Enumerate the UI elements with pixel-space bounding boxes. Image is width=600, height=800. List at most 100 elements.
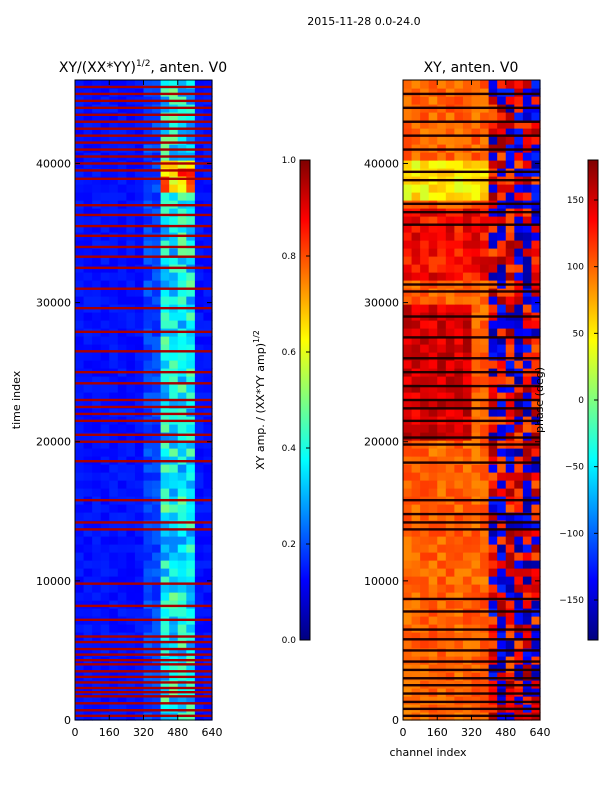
heatmap-cell xyxy=(454,296,464,305)
heatmap-cell xyxy=(505,480,515,489)
heatmap-cell xyxy=(497,272,507,281)
heatmap-cell xyxy=(403,472,413,481)
heatmap-cell xyxy=(152,256,162,265)
heatmap-cell xyxy=(169,488,179,497)
heatmap-cell xyxy=(100,184,110,193)
heatmap-cell xyxy=(428,336,438,345)
heatmap-cell xyxy=(109,344,119,353)
heatmap-cell xyxy=(428,448,438,457)
heatmap-cell xyxy=(160,464,170,473)
heatmap-cell xyxy=(505,648,515,657)
heatmap-cell xyxy=(514,160,524,169)
heatmap-cell xyxy=(109,576,119,585)
heatmap-cell xyxy=(488,96,498,105)
heatmap-cell xyxy=(177,704,187,713)
heatmap-cell xyxy=(471,304,481,313)
heatmap-cell xyxy=(522,344,533,353)
heatmap-cell xyxy=(471,464,481,473)
heatmap-cell xyxy=(186,376,196,385)
heatmap-cell xyxy=(126,112,136,121)
heatmap-cell xyxy=(169,184,179,193)
heatmap-cell xyxy=(514,144,524,153)
heatmap-cell xyxy=(403,696,413,705)
heatmap-cell xyxy=(169,640,179,649)
heatmap-cell xyxy=(75,128,85,137)
heatmap-cell xyxy=(143,336,153,345)
heatmap-cell xyxy=(177,464,187,473)
heatmap-cell xyxy=(531,544,541,553)
heatmap-cell xyxy=(437,232,447,241)
heatmap-cell xyxy=(152,88,162,97)
heatmap-cell xyxy=(160,544,170,553)
heatmap-cell xyxy=(462,624,473,633)
heatmap-cell xyxy=(411,120,421,129)
heatmap-cell xyxy=(403,144,413,153)
heatmap-cell xyxy=(505,560,515,569)
heatmap-cell xyxy=(117,280,127,289)
heatmap-cell xyxy=(445,248,455,257)
heatmap-cell xyxy=(411,472,421,481)
heatmap-cell xyxy=(497,408,507,417)
heatmap-cell xyxy=(126,696,136,705)
heatmap-cell xyxy=(83,408,93,417)
heatmap-cell xyxy=(514,592,524,601)
heatmap-cell xyxy=(505,512,515,521)
heatmap-cell xyxy=(75,392,85,401)
heatmap-cell xyxy=(488,184,498,193)
heatmap-cell xyxy=(497,632,507,641)
heatmap-cell xyxy=(497,184,507,193)
heatmap-cell xyxy=(169,544,179,553)
heatmap-cell xyxy=(75,480,85,489)
x-tick-label: 480 xyxy=(167,726,188,739)
heatmap-cell xyxy=(160,360,170,369)
heatmap-cell xyxy=(505,504,515,513)
heatmap-cell xyxy=(522,456,533,465)
heatmap-cell xyxy=(152,592,162,601)
heatmap-cell xyxy=(522,432,533,441)
heatmap-cell xyxy=(420,488,430,497)
heatmap-cell xyxy=(454,448,464,457)
heatmap-cell xyxy=(177,176,187,185)
heatmap-cell xyxy=(428,136,438,145)
heatmap-cell xyxy=(514,344,524,353)
heatmap-cell xyxy=(126,560,136,569)
heatmap-cell xyxy=(488,304,498,313)
heatmap-cell xyxy=(522,80,533,89)
heatmap-cell xyxy=(100,552,110,561)
flagged-row xyxy=(75,382,212,385)
flagged-row xyxy=(75,663,212,666)
flagged-row xyxy=(75,127,212,130)
heatmap-cell xyxy=(480,296,490,305)
heatmap-cell xyxy=(488,352,498,361)
heatmap-cell xyxy=(420,512,430,521)
heatmap-cell xyxy=(428,360,438,369)
heatmap-cell xyxy=(194,112,205,121)
heatmap-cell xyxy=(471,256,481,265)
heatmap-cell xyxy=(403,376,413,385)
heatmap-cell xyxy=(83,448,93,457)
heatmap-cell xyxy=(169,376,179,385)
heatmap-cell xyxy=(152,128,162,137)
flagged-row xyxy=(75,234,212,238)
heatmap-cell xyxy=(480,112,490,121)
flagged-row xyxy=(75,647,212,651)
heatmap-cell xyxy=(454,528,464,537)
heatmap-cell xyxy=(428,224,438,233)
heatmap-cell xyxy=(497,504,507,513)
heatmap-cell xyxy=(522,448,533,457)
heatmap-cell xyxy=(471,392,481,401)
heatmap-cell xyxy=(143,584,153,593)
heatmap-cell xyxy=(480,560,490,569)
heatmap-cell xyxy=(92,136,102,145)
heatmap-cell xyxy=(403,552,413,561)
heatmap-cell xyxy=(514,136,524,145)
heatmap-cell xyxy=(186,256,196,265)
heatmap-cell xyxy=(75,136,85,145)
heatmap-cell xyxy=(134,520,145,529)
heatmap-cell xyxy=(203,448,213,457)
heatmap-cell xyxy=(126,280,136,289)
heatmap-cell xyxy=(152,376,162,385)
heatmap-cell xyxy=(177,136,187,145)
heatmap-cell xyxy=(497,648,507,657)
heatmap-cell xyxy=(531,184,541,193)
